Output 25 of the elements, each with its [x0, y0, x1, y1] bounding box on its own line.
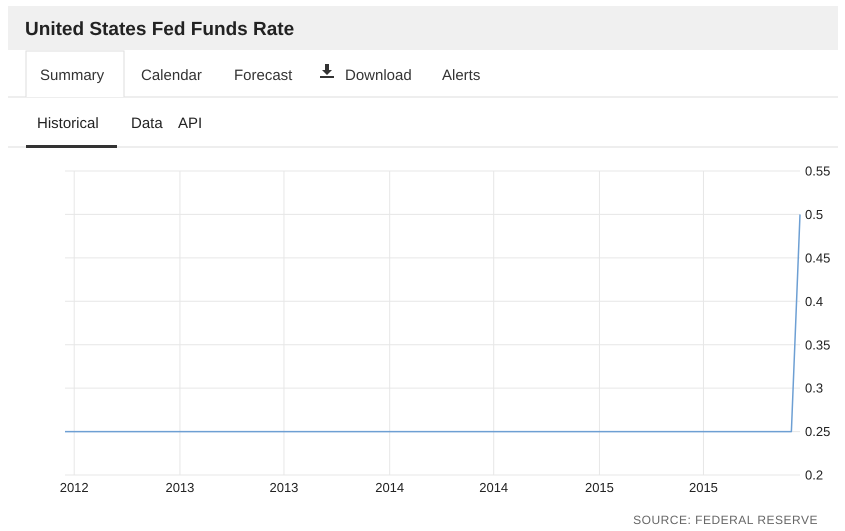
- text: Data: [131, 115, 164, 132]
- x-tick-label: 2012: [60, 480, 89, 495]
- x-tick-label: 2014: [375, 480, 404, 495]
- y-tick-label: 0.5: [805, 206, 824, 222]
- source-note: SOURCE: FEDERAL RESERVE: [633, 513, 818, 527]
- text: Summary: [40, 67, 105, 84]
- chart-title: United States Fed Funds Rate: [25, 19, 294, 40]
- y-tick-label: 0.25: [805, 424, 830, 440]
- y-tick-label: 0.2: [805, 468, 824, 483]
- y-tick-label: 0.45: [805, 250, 830, 266]
- y-tick-label: 0.55: [805, 164, 830, 179]
- text: Alerts: [442, 67, 480, 84]
- x-tick-label: 2014: [479, 480, 508, 495]
- x-tick-label: 2013: [269, 480, 298, 495]
- y-tick-label: 0.4: [805, 294, 824, 309]
- y-tick-label: 0.3: [805, 380, 824, 396]
- x-tick-label: 2015: [584, 480, 614, 495]
- text: Download: [345, 67, 412, 84]
- text: Forecast: [234, 67, 294, 84]
- x-tick-label: 2013: [165, 480, 194, 495]
- text: Historical: [37, 115, 99, 132]
- text: API: [178, 115, 202, 132]
- x-tick-label: 2015: [688, 480, 718, 495]
- text: Calendar: [141, 67, 202, 84]
- y-tick-label: 0.35: [805, 337, 830, 352]
